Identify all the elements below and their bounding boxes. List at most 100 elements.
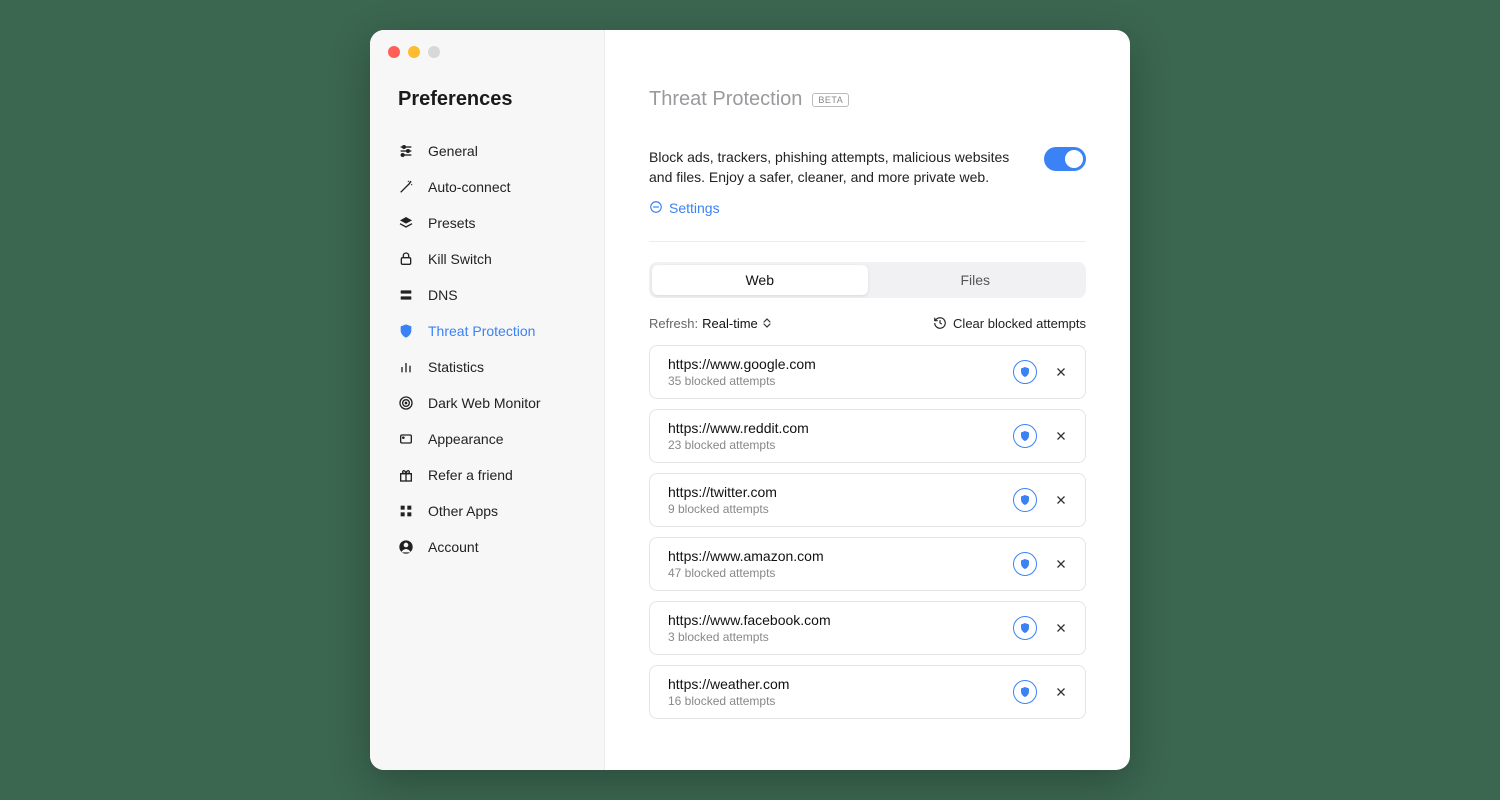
- sidebar-item-other-apps[interactable]: Other Apps: [370, 493, 604, 529]
- close-icon: [1055, 494, 1067, 506]
- blocked-site-row: https://www.facebook.com 3 blocked attemp…: [649, 601, 1086, 655]
- site-blocked-count: 3 blocked attempts: [668, 630, 999, 644]
- page-header: Threat Protection BETA: [649, 88, 1086, 111]
- history-icon: [933, 316, 947, 330]
- layers-icon: [398, 215, 414, 231]
- remove-site-button[interactable]: [1051, 490, 1071, 510]
- site-url: https://weather.com: [668, 676, 999, 692]
- shield-badge-button[interactable]: [1013, 424, 1037, 448]
- intro-text-block: Block ads, trackers, phishing attempts, …: [649, 147, 1014, 219]
- site-blocked-count: 9 blocked attempts: [668, 502, 999, 516]
- close-icon: [1055, 366, 1067, 378]
- shield-badge-button[interactable]: [1013, 488, 1037, 512]
- shield-badge-button[interactable]: [1013, 616, 1037, 640]
- site-blocked-count: 35 blocked attempts: [668, 374, 999, 388]
- sidebar-item-threat-protection[interactable]: Threat Protection: [370, 313, 604, 349]
- section-divider: [649, 241, 1086, 242]
- sidebar-item-refer[interactable]: Refer a friend: [370, 457, 604, 493]
- site-url: https://www.facebook.com: [668, 612, 999, 628]
- intro-row: Block ads, trackers, phishing attempts, …: [649, 147, 1086, 219]
- site-blocked-count: 16 blocked attempts: [668, 694, 999, 708]
- remove-site-button[interactable]: [1051, 682, 1071, 702]
- sidebar-item-label: Appearance: [428, 431, 504, 447]
- close-icon: [1055, 430, 1067, 442]
- settings-gear-icon: [649, 200, 663, 217]
- chevron-updown-icon: [762, 318, 772, 328]
- refresh-control: Refresh: Real-time: [649, 316, 772, 331]
- beta-badge: BETA: [812, 93, 849, 107]
- sidebar-item-dark-web-monitor[interactable]: Dark Web Monitor: [370, 385, 604, 421]
- clear-blocked-label: Clear blocked attempts: [953, 316, 1086, 331]
- user-icon: [398, 539, 414, 555]
- blocked-site-row: https://weather.com 16 blocked attempts: [649, 665, 1086, 719]
- gift-icon: [398, 467, 414, 483]
- blocked-site-row: https://www.amazon.com47 blocked attempt…: [649, 537, 1086, 591]
- sidebar-item-label: Refer a friend: [428, 467, 513, 483]
- close-window-button[interactable]: [388, 46, 400, 58]
- minimize-window-button[interactable]: [408, 46, 420, 58]
- sidebar-item-auto-connect[interactable]: Auto-connect: [370, 169, 604, 205]
- close-icon: [1055, 558, 1067, 570]
- close-icon: [1055, 686, 1067, 698]
- sidebar-item-account[interactable]: Account: [370, 529, 604, 565]
- close-icon: [1055, 622, 1067, 634]
- site-info: https://weather.com 16 blocked attempts: [668, 676, 999, 708]
- sidebar-item-presets[interactable]: Presets: [370, 205, 604, 241]
- server-icon: [398, 287, 414, 303]
- site-url: https://www.reddit.com: [668, 420, 999, 436]
- feature-description: Block ads, trackers, phishing attempts, …: [649, 147, 1014, 188]
- site-info: https://www.reddit.com 23 blocked attempt…: [668, 420, 999, 452]
- clear-blocked-button[interactable]: Clear blocked attempts: [933, 316, 1086, 331]
- remove-site-button[interactable]: [1051, 426, 1071, 446]
- site-url: https://twitter.com: [668, 484, 999, 500]
- site-url: https://www.google.com: [668, 356, 999, 372]
- site-blocked-count: 23 blocked attempts: [668, 438, 999, 452]
- blocked-site-row: https://twitter.com 9 blocked attempts: [649, 473, 1086, 527]
- sidebar: Preferences General Auto-connect Presets Ki…: [370, 30, 605, 770]
- lock-shield-icon: [398, 251, 414, 267]
- refresh-value-text: Real-time: [702, 316, 758, 331]
- rectangle-icon: [398, 431, 414, 447]
- shield-icon: [398, 323, 414, 339]
- sidebar-item-label: Statistics: [428, 359, 484, 375]
- sidebar-title: Preferences: [370, 88, 604, 133]
- shield-badge-button[interactable]: [1013, 360, 1037, 384]
- maximize-window-button[interactable]: [428, 46, 440, 58]
- sliders-icon: [398, 143, 414, 159]
- site-blocked-count: 47 blocked attempts: [668, 566, 999, 580]
- settings-link-label: Settings: [669, 200, 720, 216]
- sidebar-nav-list: General Auto-connect Presets Kill Switch DNS…: [370, 133, 604, 565]
- sidebar-item-label: General: [428, 143, 478, 159]
- site-info: https://twitter.com 9 blocked attempts: [668, 484, 999, 516]
- sidebar-item-statistics[interactable]: Statistics: [370, 349, 604, 385]
- remove-site-button[interactable]: [1051, 618, 1071, 638]
- threat-protection-toggle[interactable]: [1044, 147, 1086, 171]
- filter-row: Refresh: Real-time Clear blocked attempt…: [649, 316, 1086, 331]
- bar-chart-icon: [398, 359, 414, 375]
- sidebar-item-label: Threat Protection: [428, 323, 535, 339]
- settings-link[interactable]: Settings: [649, 200, 720, 217]
- site-info: https://www.google.com 35 blocked attempt…: [668, 356, 999, 388]
- blocked-sites-list: https://www.google.com 35 blocked attempt…: [649, 345, 1086, 719]
- sidebar-item-label: Other Apps: [428, 503, 498, 519]
- sidebar-item-appearance[interactable]: Appearance: [370, 421, 604, 457]
- sidebar-item-kill-switch[interactable]: Kill Switch: [370, 241, 604, 277]
- remove-site-button[interactable]: [1051, 362, 1071, 382]
- target-icon: [398, 395, 414, 411]
- refresh-dropdown[interactable]: Real-time: [702, 316, 772, 331]
- tab-files[interactable]: Files: [868, 265, 1084, 295]
- sidebar-item-general[interactable]: General: [370, 133, 604, 169]
- sidebar-item-label: Presets: [428, 215, 475, 231]
- window-controls: [388, 46, 440, 58]
- shield-badge-button[interactable]: [1013, 552, 1037, 576]
- tab-web[interactable]: Web: [652, 265, 868, 295]
- wand-icon: [398, 179, 414, 195]
- main-content: Threat Protection BETA Block ads, tracke…: [605, 30, 1130, 770]
- remove-site-button[interactable]: [1051, 554, 1071, 574]
- tab-control: Web Files: [649, 262, 1086, 298]
- sidebar-item-label: Kill Switch: [428, 251, 492, 267]
- grid-icon: [398, 503, 414, 519]
- sidebar-item-dns[interactable]: DNS: [370, 277, 604, 313]
- shield-badge-button[interactable]: [1013, 680, 1037, 704]
- sidebar-item-label: DNS: [428, 287, 458, 303]
